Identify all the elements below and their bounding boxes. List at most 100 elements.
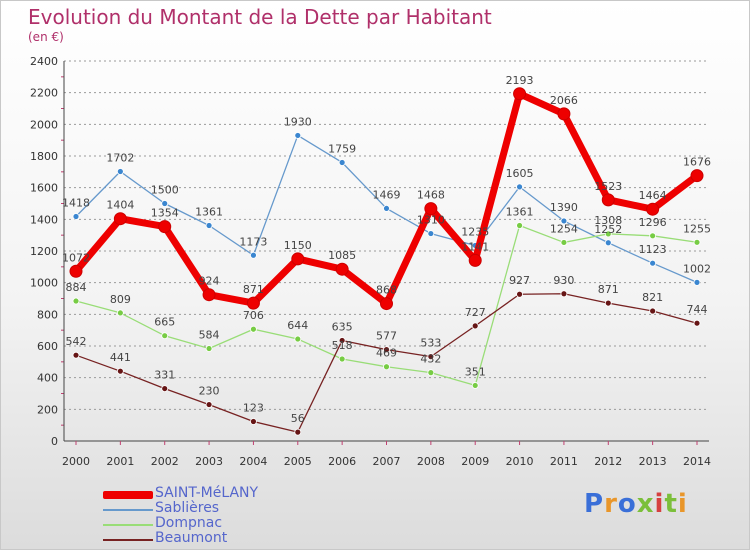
data-label-dompnac: 809 bbox=[110, 293, 131, 306]
x-tick-label: 2004 bbox=[239, 455, 267, 468]
data-labels: 1072 1404 1354 924 871 1150 1085 868 1468 1141 219… bbox=[62, 74, 711, 425]
data-point-saint-m-lany bbox=[513, 87, 527, 101]
legend-label: Dompnac bbox=[155, 515, 223, 531]
data-point-saint-m-lany bbox=[335, 262, 349, 276]
legend-label: Sablières bbox=[155, 500, 220, 516]
data-point-beaumont bbox=[161, 385, 169, 392]
data-label-dompnac: 1361 bbox=[506, 206, 534, 219]
data-point-saint-m-lany bbox=[202, 288, 216, 302]
data-label-beaumont: 930 bbox=[553, 274, 574, 287]
data-point-beaumont bbox=[649, 307, 657, 315]
data-point-sabli-res bbox=[427, 230, 435, 237]
data-point-sabli-res bbox=[516, 183, 523, 191]
data-label-dompnac: 1308 bbox=[594, 214, 622, 227]
chart-subtitle: (en €) bbox=[28, 30, 64, 44]
data-point-dompnac bbox=[72, 297, 80, 305]
data-point-saint-m-lany bbox=[468, 253, 482, 267]
data-label-dompnac: 1296 bbox=[639, 216, 667, 229]
data-label-saint-m-lany: 1085 bbox=[328, 249, 356, 262]
data-label-sabli-res: 1702 bbox=[106, 152, 134, 165]
data-label-sabli-res: 1310 bbox=[417, 214, 445, 227]
logo-letter: r bbox=[604, 489, 618, 519]
data-point-saint-m-lany bbox=[690, 169, 704, 183]
data-label-sabli-res: 1500 bbox=[151, 184, 179, 197]
data-point-sabli-res bbox=[560, 217, 568, 225]
data-label-saint-m-lany: 1676 bbox=[683, 156, 711, 169]
x-tick-label: 2012 bbox=[594, 455, 622, 468]
data-point-dompnac bbox=[649, 232, 657, 240]
series-lines bbox=[69, 87, 704, 436]
data-label-dompnac: 584 bbox=[199, 329, 220, 342]
x-tick-label: 2014 bbox=[683, 455, 711, 468]
logo-letter: i bbox=[677, 489, 688, 519]
data-label-beaumont: 635 bbox=[332, 320, 353, 333]
data-point-dompnac bbox=[116, 309, 124, 317]
legend-label: SAINT-MéLANY bbox=[155, 485, 259, 501]
data-point-sabli-res bbox=[294, 132, 302, 139]
data-point-beaumont bbox=[72, 351, 80, 359]
data-label-dompnac: 432 bbox=[420, 353, 441, 366]
data-label-sabli-res: 1173 bbox=[239, 235, 267, 248]
data-point-dompnac bbox=[693, 238, 701, 246]
data-label-saint-m-lany: 1468 bbox=[417, 189, 445, 202]
data-point-beaumont bbox=[560, 290, 568, 298]
data-label-saint-m-lany: 871 bbox=[243, 283, 264, 296]
data-point-beaumont bbox=[604, 299, 612, 307]
data-point-beaumont bbox=[294, 428, 302, 436]
data-point-saint-m-lany bbox=[158, 220, 172, 234]
data-point-saint-m-lany bbox=[424, 202, 438, 216]
data-label-sabli-res: 1418 bbox=[62, 196, 90, 209]
data-label-saint-m-lany: 1072 bbox=[62, 251, 90, 264]
legend-swatch bbox=[103, 509, 153, 511]
data-label-dompnac: 644 bbox=[287, 319, 308, 332]
data-label-saint-m-lany: 1150 bbox=[284, 239, 312, 252]
y-tick-label: 2200 bbox=[30, 87, 58, 100]
data-point-sabli-res bbox=[250, 251, 257, 259]
y-tick-label: 2000 bbox=[30, 118, 58, 131]
data-point-saint-m-lany bbox=[291, 252, 305, 266]
data-label-beaumont: 56 bbox=[291, 412, 305, 425]
data-label-sabli-res: 1002 bbox=[683, 262, 711, 275]
data-point-sabli-res bbox=[161, 200, 169, 207]
data-point-beaumont bbox=[516, 290, 523, 298]
chart-title: Evolution du Montant de la Dette par Hab… bbox=[28, 5, 492, 29]
data-label-beaumont: 821 bbox=[642, 291, 663, 304]
data-label-saint-m-lany: 868 bbox=[376, 284, 397, 297]
data-point-dompnac bbox=[338, 355, 346, 363]
data-label-dompnac: 1255 bbox=[683, 222, 711, 235]
data-point-beaumont bbox=[205, 401, 213, 408]
data-point-dompnac bbox=[161, 332, 169, 340]
y-tick-label: 1600 bbox=[30, 182, 58, 195]
y-tick-label: 400 bbox=[37, 372, 58, 385]
data-label-saint-m-lany: 2193 bbox=[506, 74, 534, 87]
y-tick-label: 2400 bbox=[30, 55, 58, 68]
proxiti-logo: Proxiti bbox=[584, 489, 688, 519]
axes: 0 200 400 600 800 1000 1200 1400 1600 1800 2000 220… bbox=[30, 55, 711, 468]
data-label-beaumont: 123 bbox=[243, 402, 264, 415]
data-point-beaumont bbox=[693, 319, 701, 327]
data-label-sabli-res: 1469 bbox=[373, 188, 401, 201]
legend-swatch bbox=[103, 491, 153, 499]
data-label-sabli-res: 1390 bbox=[550, 201, 578, 214]
data-point-dompnac bbox=[427, 369, 435, 377]
data-label-beaumont: 331 bbox=[154, 369, 175, 382]
data-label-dompnac: 884 bbox=[66, 281, 87, 294]
data-label-dompnac: 665 bbox=[154, 316, 175, 329]
x-tick-label: 2009 bbox=[461, 455, 489, 468]
data-label-sabli-res: 1930 bbox=[284, 115, 312, 128]
data-point-beaumont bbox=[338, 337, 346, 344]
data-label-saint-m-lany: 924 bbox=[199, 275, 220, 288]
y-tick-label: 200 bbox=[37, 403, 58, 416]
data-point-beaumont bbox=[250, 418, 257, 425]
data-label-sabli-res: 1123 bbox=[639, 243, 667, 256]
data-point-sabli-res bbox=[72, 213, 80, 220]
data-label-dompnac: 706 bbox=[243, 309, 264, 322]
data-point-sabli-res bbox=[693, 278, 701, 286]
data-label-saint-m-lany: 1523 bbox=[594, 180, 622, 193]
data-label-beaumont: 533 bbox=[420, 337, 441, 350]
data-point-dompnac bbox=[250, 325, 257, 333]
x-tick-label: 2007 bbox=[373, 455, 401, 468]
legend-label: Beaumont bbox=[155, 530, 228, 546]
logo-letter: P bbox=[584, 489, 605, 519]
